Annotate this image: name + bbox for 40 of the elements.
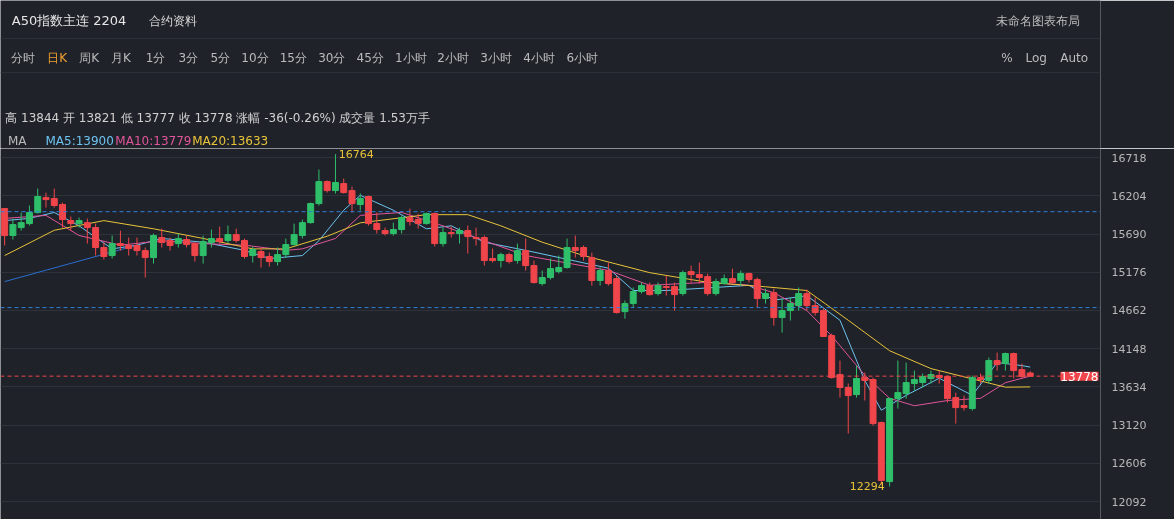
text: 3小时 xyxy=(480,50,512,65)
chart-title: A50指数主连 2204 xyxy=(11,13,127,28)
text: 周K xyxy=(79,50,101,65)
y-tick-label: 14662 xyxy=(1111,304,1147,318)
text: Log xyxy=(1025,50,1047,65)
text: 4小时 xyxy=(523,50,555,65)
text: 5分 xyxy=(210,50,231,65)
y-tick-label: 12606 xyxy=(1111,457,1147,471)
text: 分时 xyxy=(10,50,35,65)
text: MA5:13900 xyxy=(45,133,114,148)
text: MA10:13779 xyxy=(115,133,192,148)
text: 10分 xyxy=(241,50,269,65)
annotation: 12294 xyxy=(849,480,885,494)
text: Auto xyxy=(1060,50,1089,65)
text: % xyxy=(1001,50,1013,65)
annotation: 16764 xyxy=(338,148,374,162)
text: 1分 xyxy=(145,50,166,65)
y-tick-label: 13634 xyxy=(1111,380,1147,394)
ref-line-label: 13778 xyxy=(1060,369,1099,384)
text: 15分 xyxy=(279,50,307,65)
text: 45分 xyxy=(356,50,384,65)
text: 30分 xyxy=(318,50,346,65)
y-tick-label: 16204 xyxy=(1111,189,1147,203)
y-tick-label: 15690 xyxy=(1111,228,1147,241)
text: 合约资料 xyxy=(148,13,197,28)
text: 1小时 xyxy=(394,50,427,65)
text: 6小时 xyxy=(566,50,599,65)
text: 日K xyxy=(47,50,69,65)
text: 2小时 xyxy=(437,50,469,65)
text: 3分 xyxy=(178,50,199,65)
y-tick-label: 15176 xyxy=(1111,266,1147,280)
chart-subtitle: 高 13844 开 13821 低 13777 收 13778 涨幅 -36(-0.26%) 成交量 1.53万手 xyxy=(5,110,430,125)
text: 未命名图表布局 xyxy=(995,13,1080,28)
y-tick-label: 12092 xyxy=(1111,495,1147,509)
y-tick-label: 14148 xyxy=(1111,342,1147,356)
y-tick-label: 16718 xyxy=(1111,151,1147,165)
text: MA20:13633 xyxy=(192,133,269,148)
text: 月K xyxy=(111,50,133,65)
y-tick-label: 13120 xyxy=(1111,419,1147,433)
text: MA xyxy=(8,133,28,148)
